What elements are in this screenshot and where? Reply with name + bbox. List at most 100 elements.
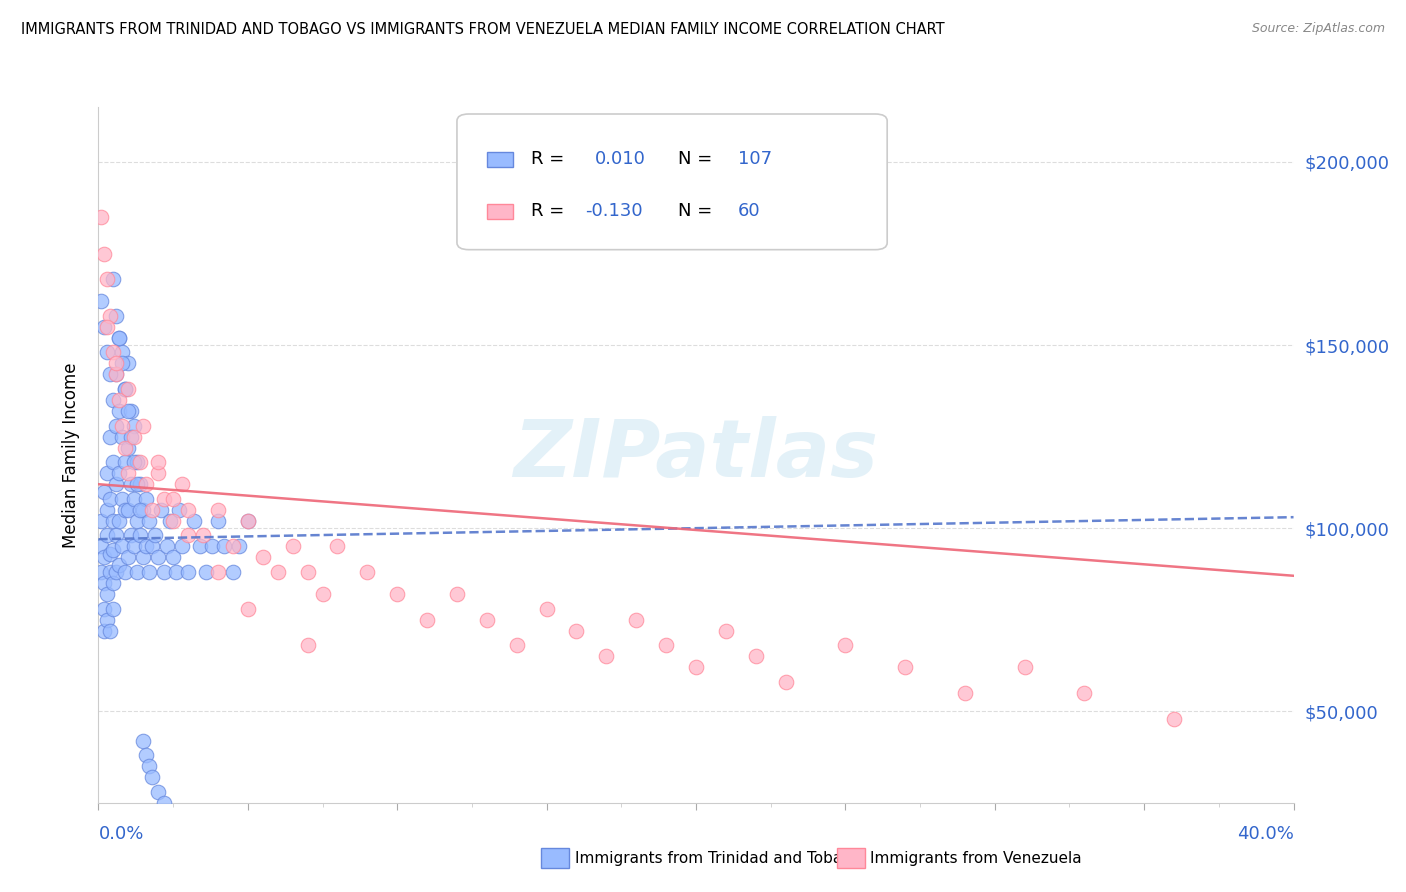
Point — [129, 503, 152, 517]
Point — [129, 528, 152, 542]
Point — [326, 540, 349, 554]
Point — [172, 477, 194, 491]
Point — [100, 309, 122, 323]
Point — [127, 514, 149, 528]
Point — [150, 503, 173, 517]
Point — [114, 565, 136, 579]
Point — [124, 491, 146, 506]
Text: N =: N = — [678, 202, 718, 220]
Point — [96, 587, 118, 601]
Point — [267, 565, 290, 579]
Point — [100, 547, 122, 561]
Point — [132, 733, 155, 747]
Point — [162, 806, 184, 821]
Point — [834, 638, 856, 652]
Point — [132, 503, 155, 517]
Point — [111, 356, 134, 370]
Point — [222, 540, 245, 554]
Point — [100, 429, 122, 443]
Point — [117, 467, 139, 481]
Point — [135, 477, 157, 491]
Point — [565, 624, 588, 638]
Point — [90, 540, 112, 554]
Point — [222, 565, 245, 579]
Point — [108, 404, 131, 418]
Point — [894, 660, 917, 674]
Point — [252, 550, 274, 565]
Y-axis label: Median Family Income: Median Family Income — [62, 362, 80, 548]
Point — [103, 455, 125, 469]
Text: R =: R = — [531, 202, 569, 220]
Point — [506, 638, 529, 652]
Point — [129, 477, 152, 491]
Point — [191, 528, 214, 542]
Point — [953, 686, 976, 700]
Text: 60: 60 — [738, 202, 761, 220]
Point — [93, 550, 115, 565]
Point — [1014, 660, 1036, 674]
Point — [177, 565, 200, 579]
Point — [595, 649, 617, 664]
Point — [162, 491, 184, 506]
Point — [124, 455, 146, 469]
Point — [153, 565, 176, 579]
Point — [148, 455, 170, 469]
Point — [416, 613, 439, 627]
Point — [162, 550, 184, 565]
FancyBboxPatch shape — [457, 114, 887, 250]
Point — [655, 638, 678, 652]
Text: R =: R = — [531, 150, 569, 169]
Point — [148, 785, 170, 799]
Point — [100, 368, 122, 382]
Point — [135, 540, 157, 554]
Point — [103, 601, 125, 615]
Point — [114, 455, 136, 469]
Point — [93, 484, 115, 499]
Point — [446, 587, 468, 601]
Point — [165, 565, 187, 579]
Point — [153, 796, 176, 810]
Point — [172, 814, 194, 829]
Point — [117, 441, 139, 455]
Point — [138, 514, 160, 528]
Text: 107: 107 — [738, 150, 772, 169]
Point — [105, 528, 128, 542]
Point — [141, 540, 163, 554]
Point — [1073, 686, 1095, 700]
Point — [177, 822, 200, 836]
Point — [100, 565, 122, 579]
Point — [236, 514, 259, 528]
Point — [96, 528, 118, 542]
Point — [108, 392, 131, 407]
Point — [132, 550, 155, 565]
Point — [114, 382, 136, 396]
Point — [167, 503, 190, 517]
Point — [124, 540, 146, 554]
Text: ZIPatlas: ZIPatlas — [513, 416, 879, 494]
Point — [177, 503, 200, 517]
Point — [90, 565, 112, 579]
Point — [162, 514, 184, 528]
Point — [138, 565, 160, 579]
Text: 0.010: 0.010 — [595, 150, 645, 169]
Point — [114, 382, 136, 396]
Point — [138, 759, 160, 773]
Point — [117, 550, 139, 565]
Point — [236, 514, 259, 528]
Point — [207, 565, 229, 579]
Point — [745, 649, 768, 664]
Point — [103, 543, 125, 558]
Point — [93, 246, 115, 260]
Point — [626, 613, 648, 627]
Point — [96, 272, 118, 286]
Point — [297, 638, 319, 652]
Point — [93, 319, 115, 334]
Point — [120, 528, 142, 542]
Point — [120, 477, 142, 491]
Point — [111, 540, 134, 554]
Point — [108, 467, 131, 481]
Point — [96, 503, 118, 517]
Point — [536, 601, 558, 615]
Point — [129, 455, 152, 469]
Point — [105, 565, 128, 579]
